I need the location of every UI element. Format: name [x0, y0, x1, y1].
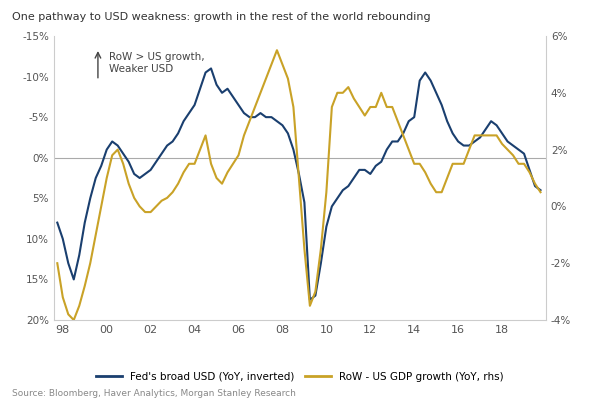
Text: RoW > US growth,
Weaker USD: RoW > US growth, Weaker USD — [109, 52, 205, 74]
Legend: Fed's broad USD (YoY, inverted), RoW - US GDP growth (YoY, rhs): Fed's broad USD (YoY, inverted), RoW - U… — [92, 368, 508, 386]
Text: Source: Bloomberg, Haver Analytics, Morgan Stanley Research: Source: Bloomberg, Haver Analytics, Morg… — [12, 389, 296, 398]
Text: One pathway to USD weakness: growth in the rest of the world rebounding: One pathway to USD weakness: growth in t… — [12, 12, 431, 22]
